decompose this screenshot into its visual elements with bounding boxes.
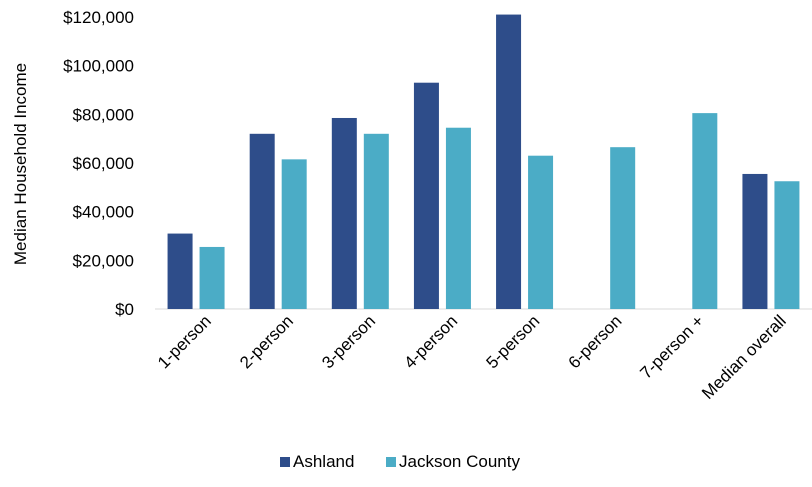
bar-jackson-county-2-person (281, 159, 307, 309)
y-tick-label: $20,000 (73, 251, 134, 270)
legend: Ashland Jackson County (280, 452, 520, 471)
bar-ashland-2-person (249, 133, 275, 309)
x-tick-label: 3-person (318, 311, 379, 372)
bar-jackson-county-6-person (610, 147, 636, 309)
x-tick-label: 2-person (236, 311, 297, 372)
bar-jackson-county-7-person- (692, 113, 718, 309)
legend-swatch-ashland (280, 457, 290, 467)
legend-swatch-jackson-county (386, 457, 396, 467)
bar-ashland-1-person (167, 233, 193, 309)
x-tick-label: Median overall (698, 311, 790, 403)
y-tick-label: $80,000 (73, 105, 134, 124)
y-axis-ticks: $0 $20,000 $40,000 $60,000 $80,000 $100,000 $1… (63, 8, 134, 319)
bar-ashland-median-overall (742, 173, 768, 309)
x-tick-label: 1-person (154, 311, 215, 372)
bar-jackson-county-1-person (199, 246, 225, 309)
bars (167, 14, 800, 309)
bar-ashland-3-person (331, 117, 357, 309)
bar-jackson-county-4-person (445, 127, 471, 309)
y-tick-label: $40,000 (73, 203, 134, 222)
y-axis-title: Median Household Income (11, 63, 30, 265)
x-tick-label: 7-person + (636, 311, 707, 382)
bar-jackson-county-3-person (363, 133, 389, 309)
bar-ashland-5-person (496, 14, 522, 309)
y-axis-title-group: Median Household Income (11, 63, 30, 265)
y-tick-label: $0 (115, 300, 134, 319)
legend-label-jackson-county: Jackson County (399, 452, 520, 471)
y-tick-label: $120,000 (63, 8, 134, 27)
y-tick-label: $60,000 (73, 154, 134, 173)
x-tick-label: 5-person (483, 311, 544, 372)
x-axis-ticks: 1-person 2-person 3-person 4-person 5-person… (154, 311, 790, 403)
x-tick-label: 4-person (400, 311, 461, 372)
x-tick-label: 6-person (565, 311, 626, 372)
legend-label-ashland: Ashland (293, 452, 354, 471)
y-tick-label: $100,000 (63, 57, 134, 76)
bar-jackson-county-5-person (528, 155, 554, 309)
bar-jackson-county-median-overall (774, 181, 800, 309)
bar-ashland-4-person (413, 82, 439, 309)
